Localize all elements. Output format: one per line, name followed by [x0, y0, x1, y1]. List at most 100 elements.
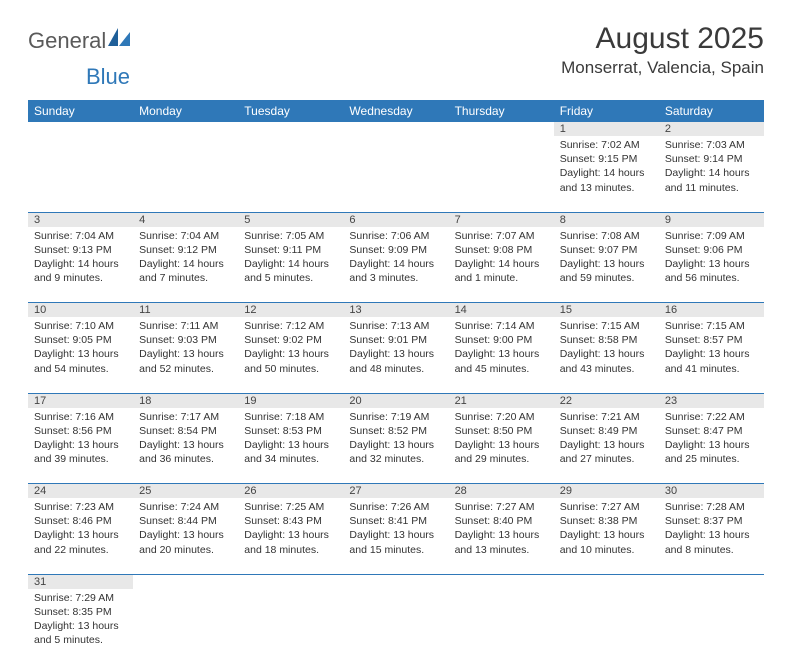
daylight-text: Daylight: 13 hours and 18 minutes. [244, 528, 337, 556]
sunset-text: Sunset: 8:49 PM [560, 424, 653, 438]
day-cell: Sunrise: 7:21 AMSunset: 8:49 PMDaylight:… [554, 408, 659, 484]
day-number-cell [133, 574, 238, 589]
day-number-cell [449, 574, 554, 589]
sunrise-text: Sunrise: 7:07 AM [455, 229, 548, 243]
day-details: Sunrise: 7:27 AMSunset: 8:38 PMDaylight:… [554, 498, 659, 561]
day-cell: Sunrise: 7:04 AMSunset: 9:13 PMDaylight:… [28, 227, 133, 303]
sunset-text: Sunset: 9:12 PM [139, 243, 232, 257]
day-details: Sunrise: 7:19 AMSunset: 8:52 PMDaylight:… [343, 408, 448, 471]
day-cell: Sunrise: 7:07 AMSunset: 9:08 PMDaylight:… [449, 227, 554, 303]
day-number-cell: 31 [28, 574, 133, 589]
sunset-text: Sunset: 9:01 PM [349, 333, 442, 347]
sunset-text: Sunset: 9:13 PM [34, 243, 127, 257]
day-cell: Sunrise: 7:14 AMSunset: 9:00 PMDaylight:… [449, 317, 554, 393]
day-number-cell [343, 574, 448, 589]
daylight-text: Daylight: 13 hours and 5 minutes. [34, 619, 127, 647]
sunrise-text: Sunrise: 7:13 AM [349, 319, 442, 333]
sunrise-text: Sunrise: 7:23 AM [34, 500, 127, 514]
day-details: Sunrise: 7:18 AMSunset: 8:53 PMDaylight:… [238, 408, 343, 471]
daylight-text: Daylight: 14 hours and 7 minutes. [139, 257, 232, 285]
daylight-text: Daylight: 13 hours and 32 minutes. [349, 438, 442, 466]
day-number-cell: 25 [133, 484, 238, 499]
day-number-cell: 21 [449, 393, 554, 408]
day-number-cell: 16 [659, 303, 764, 318]
day-number-cell [133, 122, 238, 136]
day-cell: Sunrise: 7:20 AMSunset: 8:50 PMDaylight:… [449, 408, 554, 484]
day-details: Sunrise: 7:07 AMSunset: 9:08 PMDaylight:… [449, 227, 554, 290]
day-number-cell: 3 [28, 212, 133, 227]
day-number-cell: 23 [659, 393, 764, 408]
sunrise-text: Sunrise: 7:16 AM [34, 410, 127, 424]
sunset-text: Sunset: 9:09 PM [349, 243, 442, 257]
sunset-text: Sunset: 9:11 PM [244, 243, 337, 257]
day-number-cell [28, 122, 133, 136]
day-details: Sunrise: 7:29 AMSunset: 8:35 PMDaylight:… [28, 589, 133, 652]
logo-text-blue: Blue [86, 64, 130, 89]
day-cell [238, 136, 343, 212]
day-cell: Sunrise: 7:18 AMSunset: 8:53 PMDaylight:… [238, 408, 343, 484]
day-number-cell: 10 [28, 303, 133, 318]
day-cell: Sunrise: 7:16 AMSunset: 8:56 PMDaylight:… [28, 408, 133, 484]
day-cell: Sunrise: 7:02 AMSunset: 9:15 PMDaylight:… [554, 136, 659, 212]
day-details: Sunrise: 7:27 AMSunset: 8:40 PMDaylight:… [449, 498, 554, 561]
weekday-header: Sunday [28, 100, 133, 122]
sunrise-text: Sunrise: 7:15 AM [665, 319, 758, 333]
sunrise-text: Sunrise: 7:08 AM [560, 229, 653, 243]
sunrise-text: Sunrise: 7:29 AM [34, 591, 127, 605]
daylight-text: Daylight: 13 hours and 10 minutes. [560, 528, 653, 556]
sunset-text: Sunset: 9:08 PM [455, 243, 548, 257]
sunrise-text: Sunrise: 7:02 AM [560, 138, 653, 152]
weekday-header: Saturday [659, 100, 764, 122]
day-number-cell [659, 574, 764, 589]
day-number-cell: 7 [449, 212, 554, 227]
sunset-text: Sunset: 9:02 PM [244, 333, 337, 347]
weekday-header: Wednesday [343, 100, 448, 122]
day-details: Sunrise: 7:08 AMSunset: 9:07 PMDaylight:… [554, 227, 659, 290]
sunset-text: Sunset: 9:03 PM [139, 333, 232, 347]
day-number-cell: 24 [28, 484, 133, 499]
day-cell [343, 136, 448, 212]
sunrise-text: Sunrise: 7:19 AM [349, 410, 442, 424]
daylight-text: Daylight: 13 hours and 56 minutes. [665, 257, 758, 285]
sunrise-text: Sunrise: 7:10 AM [34, 319, 127, 333]
day-cell [554, 589, 659, 665]
day-cell: Sunrise: 7:05 AMSunset: 9:11 PMDaylight:… [238, 227, 343, 303]
day-cell: Sunrise: 7:25 AMSunset: 8:43 PMDaylight:… [238, 498, 343, 574]
daylight-text: Daylight: 13 hours and 15 minutes. [349, 528, 442, 556]
logo-text-general: General [28, 28, 106, 54]
daylight-text: Daylight: 13 hours and 43 minutes. [560, 347, 653, 375]
daylight-text: Daylight: 13 hours and 25 minutes. [665, 438, 758, 466]
day-details: Sunrise: 7:24 AMSunset: 8:44 PMDaylight:… [133, 498, 238, 561]
sunrise-text: Sunrise: 7:22 AM [665, 410, 758, 424]
day-details: Sunrise: 7:26 AMSunset: 8:41 PMDaylight:… [343, 498, 448, 561]
day-number-cell: 2 [659, 122, 764, 136]
sunrise-text: Sunrise: 7:21 AM [560, 410, 653, 424]
sunset-text: Sunset: 9:06 PM [665, 243, 758, 257]
day-cell: Sunrise: 7:29 AMSunset: 8:35 PMDaylight:… [28, 589, 133, 665]
sunset-text: Sunset: 8:38 PM [560, 514, 653, 528]
day-details: Sunrise: 7:20 AMSunset: 8:50 PMDaylight:… [449, 408, 554, 471]
sunrise-text: Sunrise: 7:15 AM [560, 319, 653, 333]
day-number-cell: 30 [659, 484, 764, 499]
weekday-header: Tuesday [238, 100, 343, 122]
daylight-text: Daylight: 14 hours and 5 minutes. [244, 257, 337, 285]
sunset-text: Sunset: 9:00 PM [455, 333, 548, 347]
sunrise-text: Sunrise: 7:26 AM [349, 500, 442, 514]
day-details: Sunrise: 7:09 AMSunset: 9:06 PMDaylight:… [659, 227, 764, 290]
day-details: Sunrise: 7:15 AMSunset: 8:57 PMDaylight:… [659, 317, 764, 380]
daylight-text: Daylight: 13 hours and 8 minutes. [665, 528, 758, 556]
day-cell: Sunrise: 7:09 AMSunset: 9:06 PMDaylight:… [659, 227, 764, 303]
day-cell: Sunrise: 7:19 AMSunset: 8:52 PMDaylight:… [343, 408, 448, 484]
day-number-cell: 6 [343, 212, 448, 227]
day-body-row: Sunrise: 7:10 AMSunset: 9:05 PMDaylight:… [28, 317, 764, 393]
day-number-cell: 14 [449, 303, 554, 318]
sunrise-text: Sunrise: 7:06 AM [349, 229, 442, 243]
day-details: Sunrise: 7:12 AMSunset: 9:02 PMDaylight:… [238, 317, 343, 380]
daylight-text: Daylight: 13 hours and 52 minutes. [139, 347, 232, 375]
day-cell [238, 589, 343, 665]
day-number-row: 12 [28, 122, 764, 136]
day-cell: Sunrise: 7:27 AMSunset: 8:38 PMDaylight:… [554, 498, 659, 574]
day-number-cell: 4 [133, 212, 238, 227]
day-body-row: Sunrise: 7:16 AMSunset: 8:56 PMDaylight:… [28, 408, 764, 484]
day-cell [449, 136, 554, 212]
